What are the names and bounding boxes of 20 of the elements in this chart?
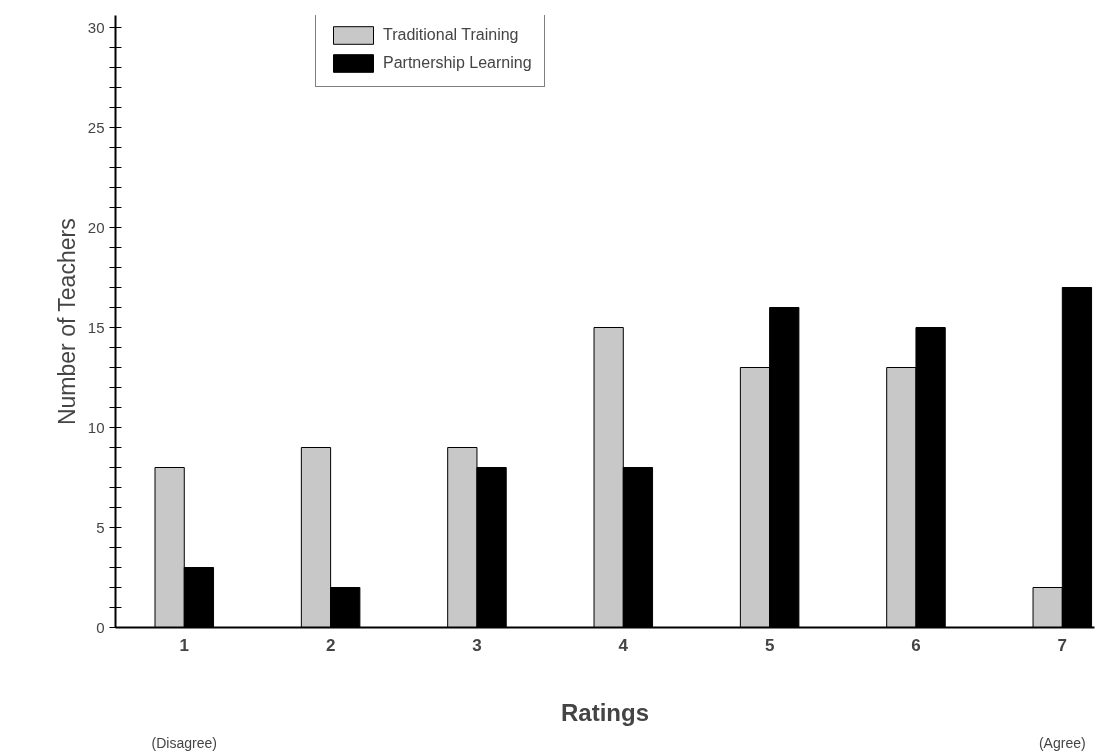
y-tick-label: 25	[87, 118, 105, 136]
y-tick-label: 5	[96, 518, 105, 536]
x-tick-label: 3	[472, 635, 482, 655]
y-tick-label: 10	[87, 418, 105, 436]
x-tick-label: 2	[325, 635, 336, 655]
text: (Agree)	[1038, 734, 1086, 751]
x-tick-label: 1	[179, 635, 190, 655]
legend-label: Traditional Training	[383, 26, 519, 44]
x-tick-label: 5	[764, 635, 775, 655]
x-tick-label: 6	[911, 635, 921, 655]
x-tick-label: 7	[1057, 635, 1068, 655]
y-tick-label: 30	[87, 18, 105, 36]
legend-label: Partnership Learning	[383, 54, 532, 72]
y-axis-title: Number of Teachers	[53, 218, 80, 426]
y-tick-label: 0	[96, 618, 105, 636]
y-tick-label: 15	[87, 318, 105, 336]
x-tick-label: 4	[618, 635, 629, 655]
x-axis-title: Ratings	[561, 698, 650, 726]
y-tick-label: 20	[87, 218, 105, 236]
text: (Disagree)	[151, 734, 217, 751]
